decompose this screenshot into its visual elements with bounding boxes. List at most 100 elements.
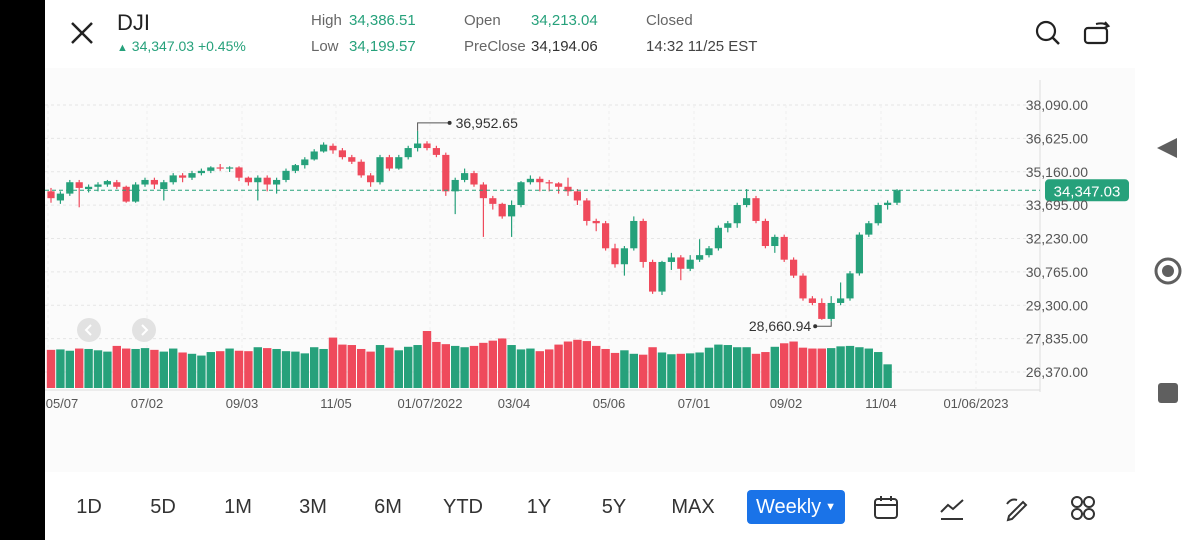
candle-down [583, 200, 591, 221]
volume-bar [394, 350, 403, 388]
price-tick-label: 29,300.00 [1026, 297, 1088, 313]
chart-grid [45, 80, 1041, 392]
timeframe-tab-6m[interactable]: 6M [374, 496, 402, 518]
timeframe-tab-1d[interactable]: 1D [76, 496, 102, 518]
high-label: High [311, 12, 342, 29]
candle-down [639, 220, 647, 262]
last-price-change: ▲ 34,347.03 +0.45% [117, 38, 246, 54]
price-tick-label: 35,160.00 [1026, 164, 1088, 180]
calendar-button[interactable] [872, 494, 900, 522]
volume-bar [460, 347, 469, 388]
candle-down [75, 182, 83, 188]
home-nav-button[interactable] [1153, 256, 1183, 291]
timeframe-tab-max[interactable]: MAX [671, 496, 715, 518]
volume-bar [451, 345, 460, 388]
price-tick-label: 30,765.00 [1026, 264, 1088, 280]
timeframe-tab-1y[interactable]: 1Y [526, 496, 552, 518]
candle-down [498, 203, 506, 217]
volume-bar [441, 344, 450, 388]
chevron-right-icon [141, 324, 149, 336]
quote-timestamp: 14:32 11/25 EST [646, 38, 758, 55]
candle-up [884, 202, 892, 206]
timeframe-tab-3m[interactable]: 3M [299, 496, 327, 518]
price-tick-label: 38,090.00 [1026, 97, 1088, 113]
calendar-icon [874, 496, 898, 519]
preclose-label: PreClose [464, 38, 526, 55]
candle-down [348, 157, 356, 162]
close-button[interactable] [67, 18, 97, 48]
candle-up [517, 182, 525, 206]
volume-bar [357, 348, 366, 388]
volume-bar [780, 343, 789, 388]
interval-dropdown[interactable]: Weekly ▼ [747, 490, 845, 524]
candle-down [47, 191, 55, 199]
candle-up [827, 302, 835, 319]
candle-up [320, 144, 328, 152]
timeframe-tab-5d[interactable]: 5D [150, 496, 176, 518]
candle-down [808, 298, 816, 303]
chart-prev-button[interactable] [77, 318, 101, 342]
volume-bar [545, 349, 554, 388]
low-label: Low [311, 38, 339, 55]
candle-down [573, 191, 581, 201]
chart-next-button[interactable] [132, 318, 156, 342]
candle-up [733, 205, 741, 224]
rotate-icon [1083, 21, 1111, 45]
candle-up [893, 190, 901, 203]
volume-bar [695, 352, 704, 388]
candle-up [837, 298, 845, 303]
candle-up [395, 157, 403, 169]
candle-up [301, 159, 309, 166]
timeframe-tab-ytd[interactable]: YTD [443, 496, 483, 518]
price-tick-label: 33,695.00 [1026, 197, 1088, 213]
candlestick-chart[interactable]: 34,347.03 36,952.65 28,660.94 38,090.00 36,… [45, 70, 1135, 420]
candle-down [329, 145, 337, 151]
volume-bar [808, 348, 817, 388]
timeframe-tab-5y[interactable]: 5Y [601, 496, 627, 518]
indicator-button[interactable] [938, 494, 966, 522]
layout-button[interactable] [1069, 494, 1097, 522]
volume-bar [874, 352, 883, 388]
volume-bar [432, 341, 441, 388]
candle-down [385, 157, 393, 169]
volume-bar [300, 353, 309, 388]
candle-up [508, 205, 516, 217]
volume-bar [84, 348, 93, 388]
draw-button[interactable] [1003, 494, 1031, 522]
bottom-toolbar: 1D 5D 1M 3M 6M YTD 1Y 5Y MAX Weekly ▼ [45, 474, 1135, 540]
low-annotation-label: 28,660.94 [749, 318, 811, 334]
date-tick-label: 11/04 [865, 396, 897, 411]
candle-up [103, 181, 111, 185]
left-screen-edge [0, 0, 45, 540]
high-value: 34,386.51 [349, 12, 416, 29]
quote-header: DJI ▲ 34,347.03 +0.45% High 34,386.51 Lo… [45, 0, 1135, 64]
volume-bar [319, 348, 328, 388]
draw-icon [1006, 498, 1028, 522]
volume-bar [46, 349, 56, 388]
volume-bar [234, 350, 244, 388]
search-icon [1035, 20, 1060, 45]
volume-bar [281, 351, 291, 388]
annotations: 34,347.03 36,952.65 28,660.94 [45, 115, 1129, 334]
candle-up [724, 223, 732, 228]
candle-down [263, 177, 271, 185]
rotate-screen-button[interactable] [1082, 18, 1112, 48]
timeframe-tab-1m[interactable]: 1M [224, 496, 252, 518]
square-stop-icon [1158, 383, 1178, 403]
date-tick-label: 05/07 [46, 396, 79, 411]
candles [47, 130, 901, 322]
volume-bar [507, 345, 516, 388]
recents-nav-button[interactable] [1156, 381, 1180, 410]
volume-bar [225, 348, 234, 388]
candle-down [555, 183, 563, 187]
candle-up [226, 167, 234, 169]
back-nav-button[interactable] [1154, 135, 1180, 166]
date-tick-label: 09/03 [226, 396, 259, 411]
candle-down [150, 179, 158, 185]
search-button[interactable] [1033, 18, 1063, 48]
volume-bar [742, 347, 751, 388]
candle-up [94, 184, 102, 187]
candle-down [235, 167, 243, 178]
candle-down [752, 198, 760, 221]
volume-bar [385, 347, 394, 388]
